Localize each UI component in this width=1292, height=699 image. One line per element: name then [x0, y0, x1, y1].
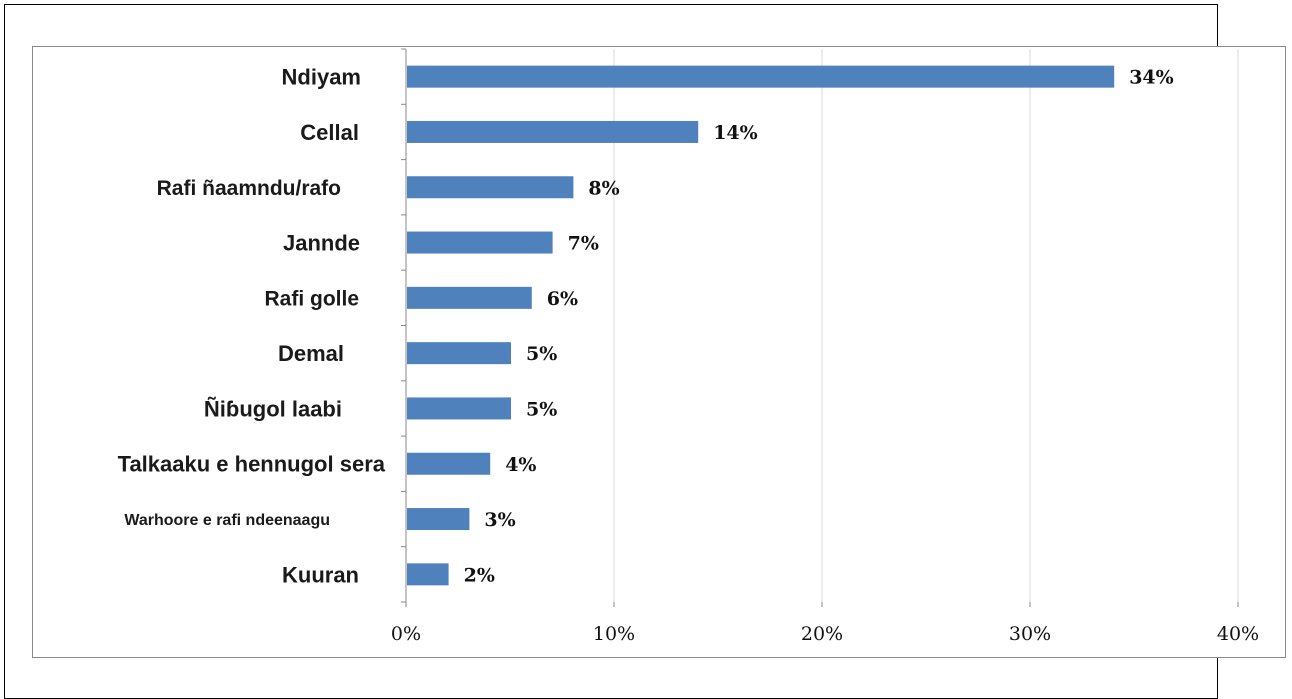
x-tick-label: 10% [593, 623, 635, 645]
bar [407, 176, 574, 199]
category-label: Ndiyam [282, 65, 361, 90]
bar [407, 286, 532, 309]
value-label: 4% [505, 454, 536, 476]
bar-chart: Ndiyam Cellal Rafi ñaamndu/rafo Jannde Rafi … [118, 48, 1259, 645]
bar [407, 120, 699, 143]
category-axis [401, 48, 1239, 607]
value-label: 3% [484, 509, 515, 531]
category-label: Kuuran [282, 562, 359, 587]
category-label: Demal [278, 341, 344, 366]
category-label: Rafi golle [264, 287, 359, 310]
value-label: 14% [713, 122, 758, 144]
bar [407, 342, 511, 365]
x-tick-label: 20% [801, 623, 843, 645]
category-label: Cellal [300, 120, 359, 145]
category-label: Jannde [283, 230, 360, 255]
category-label: Talkaaku e hennugol sera [118, 452, 386, 477]
value-label: 34% [1129, 67, 1174, 89]
value-labels: 34% 14% 8% 7% 6% 5% 5% 4% 3% 2% [464, 67, 1174, 587]
category-label: Warhoore e rafi ndeenaagu [124, 512, 330, 529]
gridlines [613, 49, 1239, 602]
value-label: 5% [526, 343, 557, 365]
bar [407, 397, 511, 420]
category-label: Rafi ñaamndu/rafo [157, 177, 341, 200]
value-label: 5% [526, 398, 557, 420]
bar [407, 508, 470, 531]
category-label: Ñiɓugol laabi [204, 396, 342, 421]
value-label: 2% [464, 564, 495, 586]
x-tick-label: 30% [1009, 623, 1051, 645]
chart-frame: Ndiyam Cellal Rafi ñaamndu/rafo Jannde Rafi … [32, 46, 1286, 658]
bar [407, 231, 553, 254]
x-tick-label: 0% [391, 623, 421, 645]
category-labels: Ndiyam Cellal Rafi ñaamndu/rafo Jannde Rafi … [118, 65, 386, 588]
bars [407, 65, 1115, 586]
value-label: 7% [568, 233, 599, 255]
x-axis-tick-labels: 0% 10% 20% 30% 40% [391, 623, 1259, 645]
bar [407, 452, 491, 475]
x-tick-label: 40% [1217, 623, 1259, 645]
value-label: 6% [547, 288, 578, 310]
bar [407, 563, 449, 586]
bar [407, 65, 1115, 88]
value-label: 8% [588, 177, 619, 199]
